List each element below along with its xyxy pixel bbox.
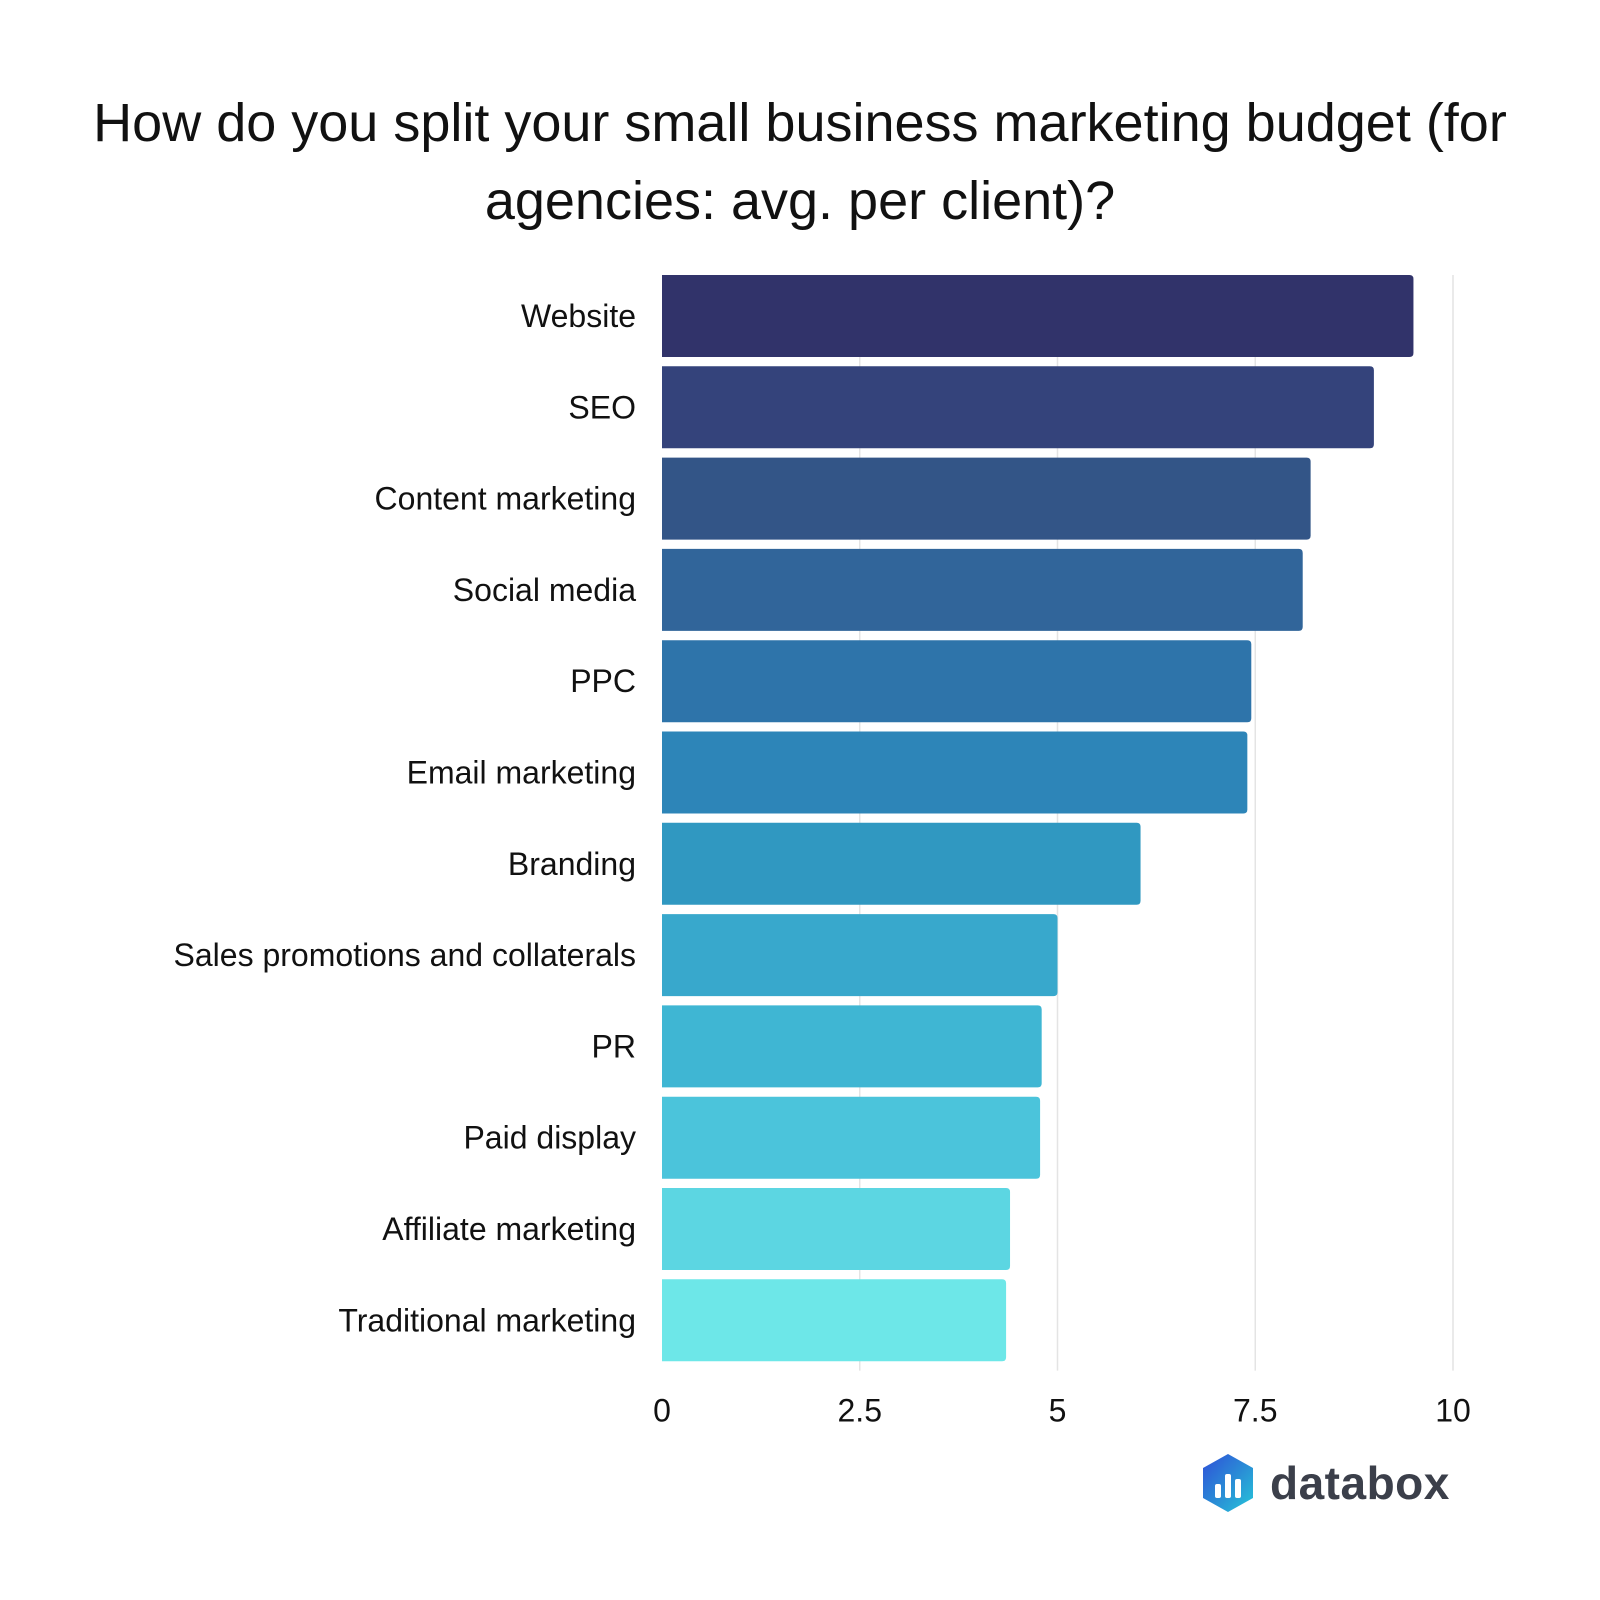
bar [662, 548, 1303, 631]
bars [662, 275, 1414, 1362]
bar [662, 457, 1311, 540]
category-label: PR [592, 1028, 636, 1064]
category-label: Social media [453, 572, 636, 608]
category-label: Paid display [463, 1120, 636, 1156]
brand-name: databox [1270, 1457, 1450, 1509]
category-label: Sales promotions and collaterals [174, 937, 636, 973]
x-tick-label: 5 [1049, 1393, 1067, 1429]
bar [662, 640, 1252, 723]
x-tick-label: 7.5 [1233, 1393, 1277, 1429]
category-label: Content marketing [375, 481, 636, 517]
bar [662, 731, 1248, 814]
bar [662, 1096, 1041, 1179]
category-labels: Website SEO Content marketing Social media P… [174, 298, 637, 1338]
category-label: SEO [568, 389, 636, 425]
category-label: Website [521, 298, 636, 334]
category-label: PPC [570, 663, 636, 699]
x-tick-label: 10 [1435, 1393, 1471, 1429]
bar [662, 914, 1058, 997]
category-label: Email marketing [407, 755, 636, 791]
databox-hexagon-logo-icon [1203, 1454, 1253, 1512]
bar [662, 1005, 1042, 1088]
x-tick-label: 2.5 [838, 1393, 882, 1429]
bar [662, 366, 1374, 449]
bar [662, 1188, 1011, 1270]
bar [662, 275, 1414, 357]
category-label: Traditional marketing [338, 1302, 636, 1338]
x-axis-tick-labels: 0 2.5 5 7.5 10 [653, 1393, 1471, 1429]
bar [662, 1279, 1007, 1362]
x-tick-label: 0 [653, 1393, 671, 1429]
bar [662, 822, 1141, 905]
category-label: Branding [508, 846, 636, 882]
category-label: Affiliate marketing [382, 1211, 636, 1247]
brand-logo: databox [1200, 1448, 1450, 1518]
chart-title: How do you split your small business mar… [93, 93, 1507, 231]
